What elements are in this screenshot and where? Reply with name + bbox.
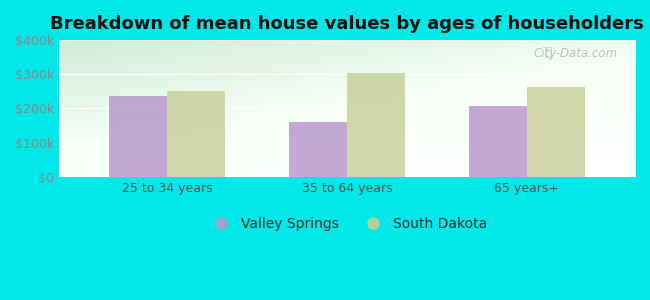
Text: City-Data.com: City-Data.com: [534, 47, 618, 60]
Bar: [527, 87, 584, 177]
Bar: [469, 106, 527, 177]
Bar: [289, 122, 347, 177]
Bar: [167, 91, 225, 177]
Legend: Valley Springs, South Dakota: Valley Springs, South Dakota: [202, 211, 492, 236]
Bar: [347, 73, 404, 177]
Text: ⓘ: ⓘ: [544, 46, 551, 59]
Bar: [109, 97, 167, 177]
Title: Breakdown of mean house values by ages of householders: Breakdown of mean house values by ages o…: [50, 15, 644, 33]
